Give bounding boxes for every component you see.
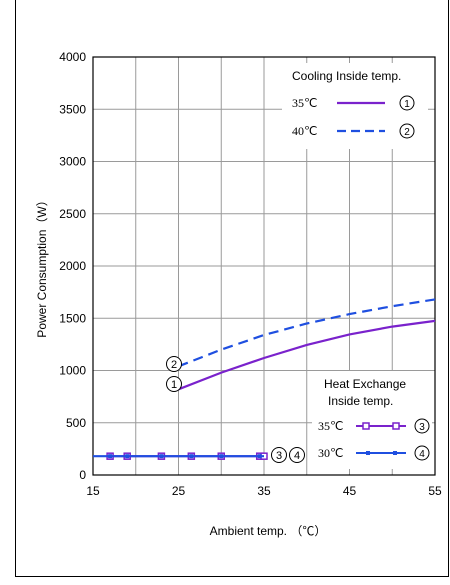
legend-marker-2: [399, 123, 415, 139]
data-point: [108, 454, 113, 459]
series-marker-4-text: 4: [294, 450, 300, 462]
legend-heat-title-1: Heat Exchange: [324, 377, 406, 391]
legend-marker-1: [399, 95, 415, 111]
series-marker-3-text: 3: [276, 450, 282, 462]
legend-marker-3-text: 3: [419, 422, 425, 433]
data-point: [219, 454, 224, 459]
y-tick-label: 1500: [59, 311, 86, 325]
y-tick-label: 3500: [59, 102, 86, 116]
series-marker-2: [166, 356, 182, 372]
x-tick-label: 55: [428, 484, 442, 498]
series-line-2: [178, 298, 436, 368]
legend-cooling-title: Cooling Inside temp.: [292, 69, 401, 83]
y-tick-label: 1000: [59, 364, 86, 378]
y-tick-label: 500: [66, 416, 86, 430]
data-point: [257, 454, 262, 459]
legend-marker-2-text: 2: [404, 127, 410, 138]
series-line-1: [178, 319, 436, 391]
series-marker-4: [289, 447, 305, 463]
data-point: [189, 454, 194, 459]
legend-entry-label: 30℃: [318, 446, 343, 460]
legend-heat-title-2: Inside temp.: [328, 394, 393, 408]
x-tick-label: 45: [343, 484, 357, 498]
x-tick-label: 15: [86, 484, 100, 498]
legend-marker-3: [414, 418, 430, 434]
legend-square-marker: [362, 422, 370, 430]
data-point: [159, 454, 164, 459]
plot-area: [92, 56, 436, 476]
legend-square-marker: [392, 422, 400, 430]
legend-entry-label: 40℃: [292, 124, 317, 138]
series-marker-3: [271, 447, 287, 463]
x-axis-label: Ambient temp. （℃）: [210, 524, 327, 538]
figure-frame: [15, 0, 449, 577]
y-tick-label: 0: [79, 468, 86, 482]
y-tick-label: 2000: [59, 259, 86, 273]
x-tick-label: 35: [257, 484, 271, 498]
legend-dot-marker: [366, 451, 370, 455]
legend-marker-4-text: 4: [419, 449, 425, 460]
legend-cooling: Cooling Inside temp. 35℃ 1 40℃ 2: [282, 63, 428, 149]
series-marker-1: [166, 376, 182, 392]
legend-dot-marker: [393, 451, 397, 455]
y-tick-label: 3000: [59, 155, 86, 169]
y-tick-label: 2500: [59, 207, 86, 221]
legend-marker-1-text: 1: [404, 99, 410, 110]
legend-marker-4: [414, 445, 430, 461]
legend-entry-label: 35℃: [318, 419, 343, 433]
y-tick-label: 4000: [59, 50, 86, 64]
series-marker-1-text: 1: [171, 379, 177, 391]
x-tick-label: 25: [172, 484, 186, 498]
series-marker-2-text: 2: [171, 359, 177, 371]
y-axis-label: Power Consumption（W）: [35, 194, 49, 337]
legend-entry-label: 35℃: [292, 96, 317, 110]
legend-heat-exchange: Heat Exchange Inside temp. 35℃ 3 30℃ 4: [312, 371, 432, 469]
series-layer: 213 4: [93, 298, 436, 463]
data-point: [125, 454, 130, 459]
